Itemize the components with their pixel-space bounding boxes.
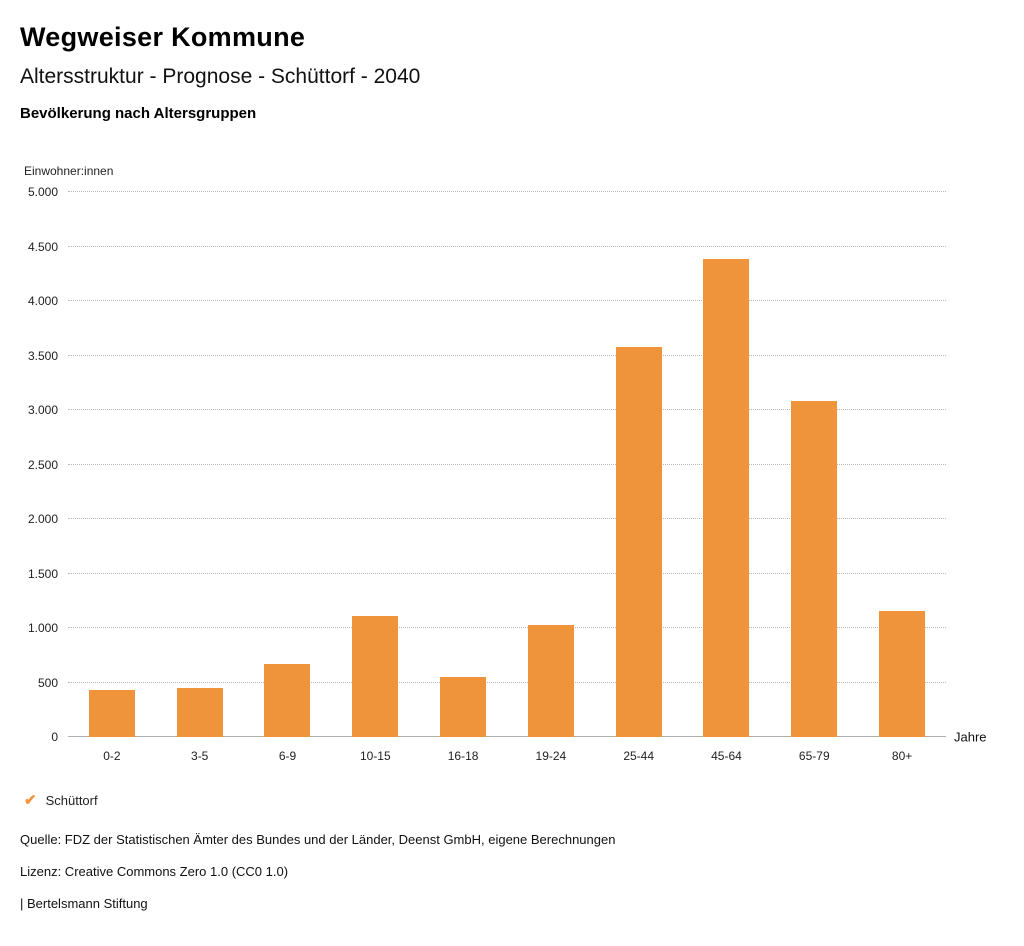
y-tick-label: 1.500: [27, 566, 58, 581]
x-axis-unit-label: Jahre: [954, 729, 987, 745]
x-tick-label: 0-2: [103, 749, 121, 763]
bar-65-79[interactable]: [791, 401, 838, 737]
footer: Quelle: FDZ der Statistischen Ämter des …: [20, 832, 1004, 911]
bar-slot: [770, 192, 858, 737]
bar-16-18[interactable]: [440, 676, 487, 737]
y-tick-label: 500: [37, 675, 58, 690]
y-tick-label: 2.500: [27, 457, 58, 472]
gridline: [68, 409, 946, 410]
page-title: Wegweiser Kommune: [20, 22, 306, 52]
gridline: [68, 300, 946, 301]
x-axis-unit-col: Jahre: [946, 192, 1004, 745]
bar-10-15[interactable]: [352, 616, 399, 737]
bar-chart: Einwohner:innen 0 500 1.000 1.500 2.000 2.500…: [20, 164, 1004, 763]
license-text: Lizenz: Creative Commons Zero 1.0 (CC0 1…: [20, 864, 289, 879]
chart-subtitle: Altersstruktur - Prognose - Schüttorf - …: [20, 65, 421, 88]
legend-check-icon: ✔: [24, 792, 37, 809]
bar-slot: [595, 192, 683, 737]
bar-45-64[interactable]: [703, 258, 750, 737]
bar-slot: [331, 192, 419, 737]
bar-6-9[interactable]: [264, 663, 311, 737]
bar-slot: [507, 192, 595, 737]
x-tick-label: 3-5: [191, 749, 209, 763]
bar-25-44[interactable]: [615, 347, 662, 737]
x-tick-label: 10-15: [359, 749, 391, 763]
y-axis-labels: 0 500 1.000 1.500 2.000 2.500 3.000 3.500 4.000 4…: [20, 185, 68, 744]
bar-slot: [156, 192, 244, 737]
source-text: Quelle: FDZ der Statistischen Ämter des …: [20, 832, 616, 847]
gridline: [68, 627, 946, 628]
bar-0-2[interactable]: [88, 690, 135, 737]
x-tick-label: 19-24: [535, 749, 567, 763]
chart-heading: Bevölkerung nach Altersgruppen: [20, 105, 257, 122]
gridline: [68, 681, 946, 683]
y-tick-label: 5.000: [27, 185, 58, 199]
legend[interactable]: ✔ Schüttorf: [24, 793, 1004, 808]
x-tick-label: 6-9: [278, 749, 297, 763]
x-tick-label: 25-44: [623, 749, 655, 763]
brand-text: | Bertelsmann Stiftung: [20, 896, 148, 911]
bar-slot: [683, 192, 771, 737]
x-tick-label: 16-18: [447, 749, 479, 763]
x-tick-label: 65-79: [798, 749, 830, 763]
legend-series-label: Schüttorf: [45, 793, 98, 808]
gridline: [68, 518, 946, 519]
y-tick-label: 0: [51, 730, 58, 744]
x-tick-label: 45-64: [711, 749, 742, 763]
x-axis-labels: 0-2 3-5 6-9 10-15 16-18 19-24 25-44 45-64 65-79 8…: [68, 737, 946, 763]
plot-area: [68, 191, 946, 737]
gridline: [68, 463, 946, 465]
gridline: [68, 354, 946, 356]
y-axis-title: Einwohner:innen: [24, 164, 114, 178]
y-tick-label: 4.000: [27, 294, 58, 308]
y-tick-label: 3.500: [27, 348, 58, 363]
bar-19-24[interactable]: [527, 624, 574, 737]
bar-3-5[interactable]: [176, 687, 223, 737]
bar-slot: [858, 192, 946, 737]
gridline: [68, 245, 946, 247]
gridline: [68, 191, 946, 192]
y-tick-label: 4.500: [27, 239, 58, 254]
gridline: [68, 572, 946, 574]
bar-slot: [244, 192, 332, 737]
gridline: [68, 736, 946, 737]
chart-row: 0 500 1.000 1.500 2.000 2.500 3.000 3.500 4.000 4…: [20, 185, 1004, 745]
bar-slot: [68, 192, 156, 737]
y-tick-label: 3.000: [27, 403, 58, 417]
y-tick-label: 1.000: [27, 621, 58, 635]
bar-80+[interactable]: [879, 610, 926, 737]
y-tick-label: 2.000: [27, 512, 58, 526]
x-tick-label: 80+: [891, 749, 913, 763]
bar-slot: [419, 192, 507, 737]
